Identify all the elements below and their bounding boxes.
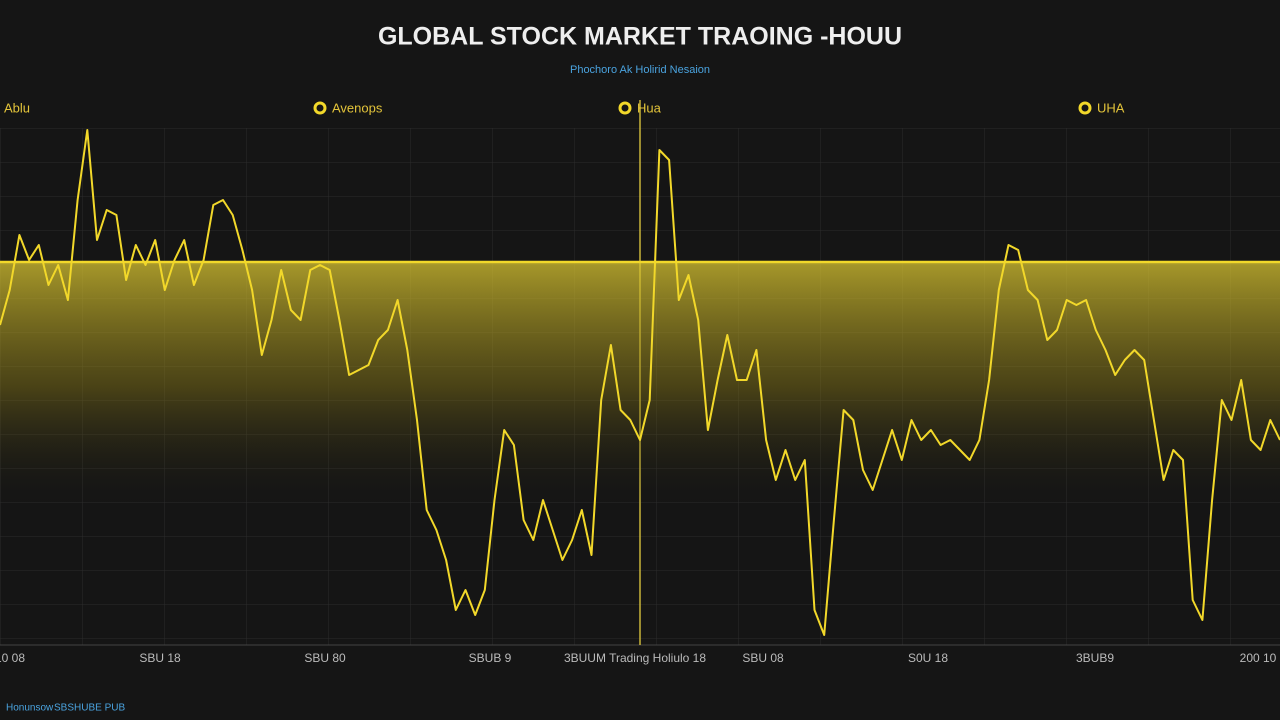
legend-label: Ablu: [4, 100, 30, 115]
legend-label: Avenops: [332, 100, 383, 115]
legend-label: Hua: [637, 100, 662, 115]
chart-subtitle: Phochoro Ak Holirid Nesaion: [570, 64, 710, 76]
x-tick-label: SBU 08: [742, 651, 784, 665]
legend-marker: [313, 101, 327, 115]
footer-text: Honunsow: [6, 703, 54, 714]
footer-text: SBSHUBE PUB: [54, 703, 125, 714]
chart-title: GLOBAL STOCK MARKET TRAOING -HOUU: [378, 23, 902, 51]
legend-marker: [618, 101, 632, 115]
price-line: [0, 129, 1280, 636]
x-tick-label: SBU 18: [139, 651, 181, 665]
x-tick-label: SBUB 9: [469, 651, 512, 665]
x-tick-label: 10 08: [0, 651, 25, 665]
x-tick-label: 200 10: [1240, 651, 1277, 665]
x-tick-label: S0U 18: [908, 651, 948, 665]
legend-marker: [1078, 101, 1092, 115]
legend-label: UHA: [1097, 100, 1125, 115]
x-tick-label: 3BUUM Trading Holiulo 18: [564, 651, 706, 665]
x-tick-label: 3BUB9: [1076, 651, 1114, 665]
x-tick-label: SBU 80: [304, 651, 346, 665]
reference-band: [0, 262, 1280, 512]
